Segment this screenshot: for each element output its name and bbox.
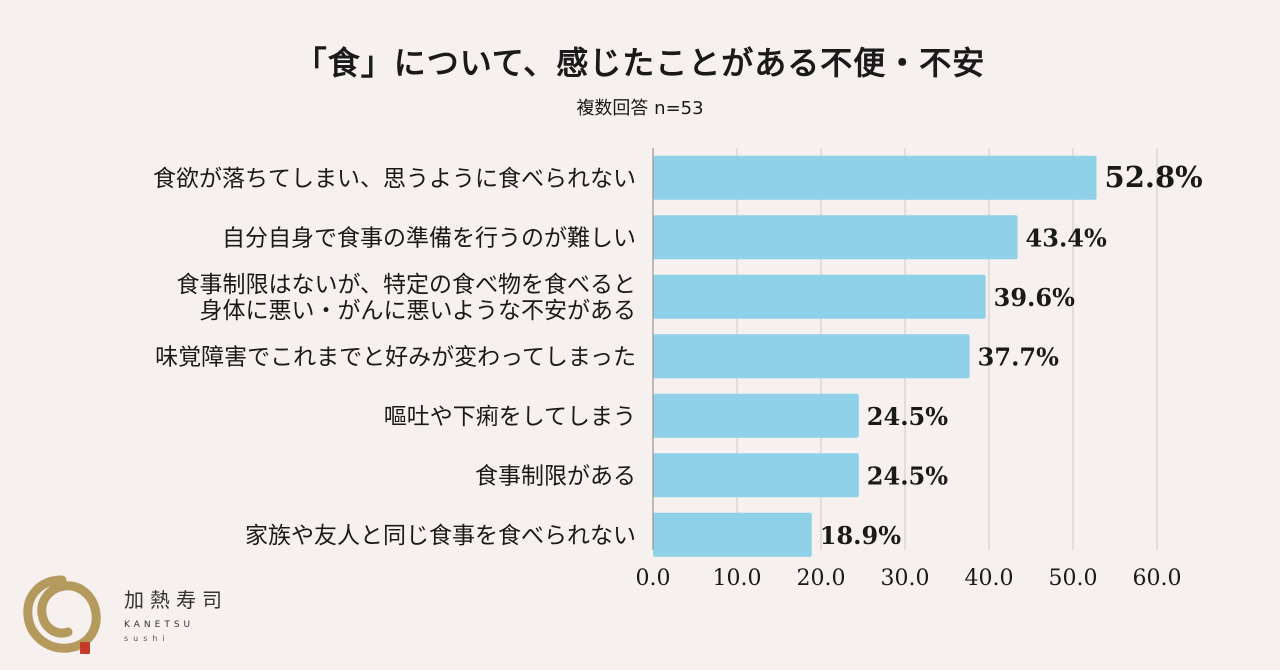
bar (653, 334, 970, 379)
chart-title: 「食」について、感じたことがある不便・不安 (294, 44, 986, 82)
value-label: 24.5% (867, 402, 948, 431)
logo-name: 加熱寿司 (124, 588, 228, 612)
value-label: 18.9% (820, 521, 901, 550)
category-label: 自分自身で食事の準備を行うのが難しい (222, 225, 636, 251)
bar (653, 453, 859, 498)
bar (653, 512, 812, 557)
logo-subtitle-2: sushi (124, 634, 170, 643)
value-label: 52.8% (1105, 160, 1203, 194)
logo-mark-icon (23, 575, 101, 654)
category-label: 身体に悪い・がんに悪いような不安がある (199, 298, 636, 324)
x-tick-label: 0.0 (636, 566, 671, 591)
chart-subtitle: 複数回答 n=53 (576, 98, 704, 119)
bar (653, 155, 1097, 200)
value-label: 43.4% (1026, 223, 1107, 252)
category-label: 食事制限はないが、特定の食べ物を食べると (176, 272, 636, 298)
bar (653, 274, 986, 319)
x-tick-label: 60.0 (1133, 566, 1182, 591)
category-label: 食欲が落ちてしまい、思うように食べられない (153, 166, 636, 192)
category-label: 食事制限がある (475, 463, 636, 489)
x-tick-label: 40.0 (965, 566, 1014, 591)
x-tick-label: 30.0 (881, 566, 930, 591)
bar (653, 393, 859, 438)
brand-logo: 加熱寿司 KANETSU sushi (20, 572, 260, 662)
value-label: 24.5% (867, 461, 948, 490)
value-label: 39.6% (994, 283, 1075, 312)
value-label: 37.7% (978, 342, 1059, 371)
category-label: 家族や友人と同じ食事を食べられない (245, 523, 636, 549)
x-tick-label: 10.0 (713, 566, 762, 591)
category-label: 味覚障害でこれまでと好みが変わってしまった (155, 344, 636, 370)
x-tick-label: 50.0 (1049, 566, 1098, 591)
x-tick-label: 20.0 (797, 566, 846, 591)
logo-subtitle: KANETSU (124, 620, 195, 630)
category-label: 嘔吐や下痢をしてしまう (384, 404, 636, 430)
bar (653, 215, 1018, 260)
